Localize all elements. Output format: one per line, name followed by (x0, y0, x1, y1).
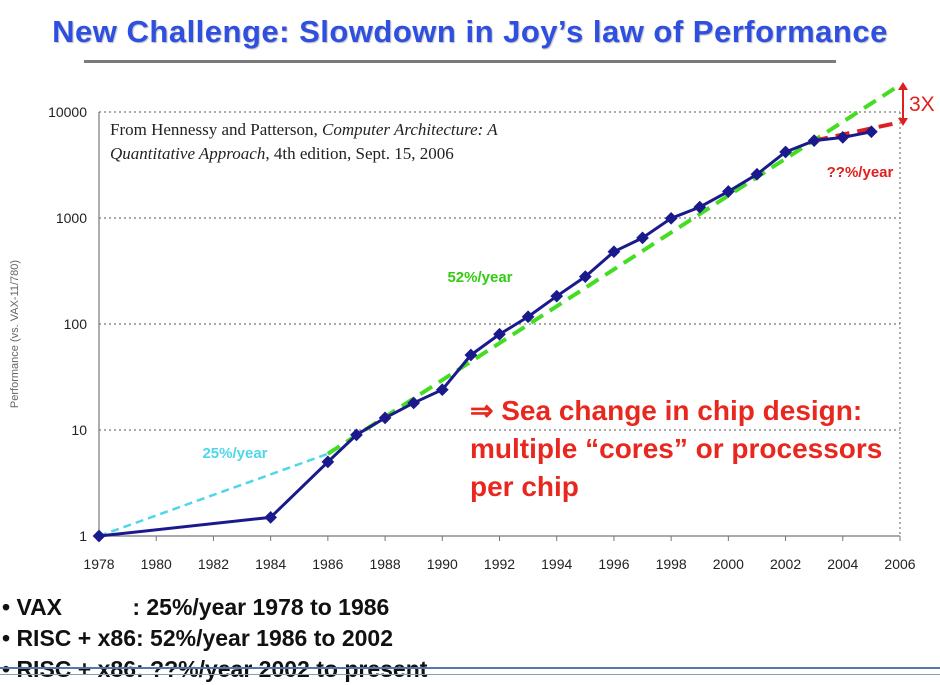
y-tick-label: 1000 (56, 210, 87, 226)
chart-axes (98, 112, 901, 541)
trend-label-25: 25%/year (202, 445, 267, 462)
bullet-vax: • VAX : 25%/year 1978 to 1986 (2, 594, 390, 620)
x-tick-label: 2006 (884, 556, 915, 572)
data-point (464, 348, 478, 362)
trend-lines (98, 83, 902, 538)
data-point (92, 529, 106, 543)
data-point (407, 396, 421, 410)
gap-arrow-head-up (898, 82, 908, 90)
callout-text: ⇒ Sea change in chip design: multiple “c… (470, 395, 883, 502)
x-tick-label: 1984 (255, 556, 286, 572)
source-citation: From Hennessy and Patterson, Computer Ar… (110, 118, 580, 166)
footer-rule (0, 667, 940, 669)
x-tick-label: 1986 (312, 556, 343, 572)
x-tick-label: 1980 (141, 556, 172, 572)
data-point (435, 383, 449, 397)
chart-labels: 1 10 100 1000 10000 1978 1980 1982 1984 1986 1988 1… (9, 82, 935, 572)
x-tick-label: 1978 (83, 556, 114, 572)
performance-chart: 1 10 100 1000 10000 1978 1980 1982 1984 1986 1988 1… (9, 82, 935, 572)
data-series (92, 125, 878, 543)
citation-prefix: From Hennessy and Patterson, (110, 120, 318, 139)
trend-line (98, 452, 329, 538)
y-tick-label: 100 (64, 316, 88, 332)
x-tick-label: 1996 (598, 556, 629, 572)
x-tick-label: 1998 (656, 556, 687, 572)
series-line (98, 130, 872, 538)
trend-line (326, 83, 902, 456)
x-tick-label: 2000 (713, 556, 744, 572)
trend-line (813, 120, 901, 143)
trend-label-52: 52%/year (447, 269, 512, 286)
citation-suffix: , 4th edition, Sept. 15, 2006 (265, 144, 454, 163)
gap-label-3x: 3X (909, 93, 935, 116)
data-point (350, 428, 363, 442)
data-point (321, 455, 335, 469)
x-tick-label: 1990 (427, 556, 458, 572)
citation-book-title: Computer Architecture: A Quantitative Ap… (110, 120, 498, 163)
bullet-risc-1986-2002: • RISC + x86: 52%/year 1986 to 2002 (2, 625, 393, 651)
gap-arrow-head-down (898, 118, 908, 126)
x-tick-label: 1988 (369, 556, 400, 572)
x-tick-label: 2004 (827, 556, 858, 572)
footer-rule-thin (0, 674, 940, 675)
y-tick-label: 10 (71, 422, 87, 438)
bullet-risc-2002-present: • RISC + x86: ??%/year 2002 to present (2, 656, 428, 682)
slide-title: New Challenge: Slowdown in Joy’s law of … (52, 14, 888, 49)
data-point (721, 185, 735, 198)
y-tick-label: 1 (79, 528, 87, 544)
y-axis-label: Performance (vs. VAX-11/780) (9, 260, 21, 408)
x-tick-label: 1982 (198, 556, 229, 572)
y-tick-label: 10000 (48, 104, 87, 120)
x-tick-label: 2002 (770, 556, 801, 572)
grid-lines (99, 111, 901, 536)
x-tick-label: 1992 (484, 556, 515, 572)
bullet-list: • VAX : 25%/year 1978 to 1986 • RISC + x… (2, 592, 702, 685)
data-point (378, 411, 392, 425)
data-point (493, 327, 506, 341)
x-tick-label: 1994 (541, 556, 572, 572)
title-divider (84, 60, 836, 63)
trend-label-unknown: ??%/year (827, 164, 894, 181)
